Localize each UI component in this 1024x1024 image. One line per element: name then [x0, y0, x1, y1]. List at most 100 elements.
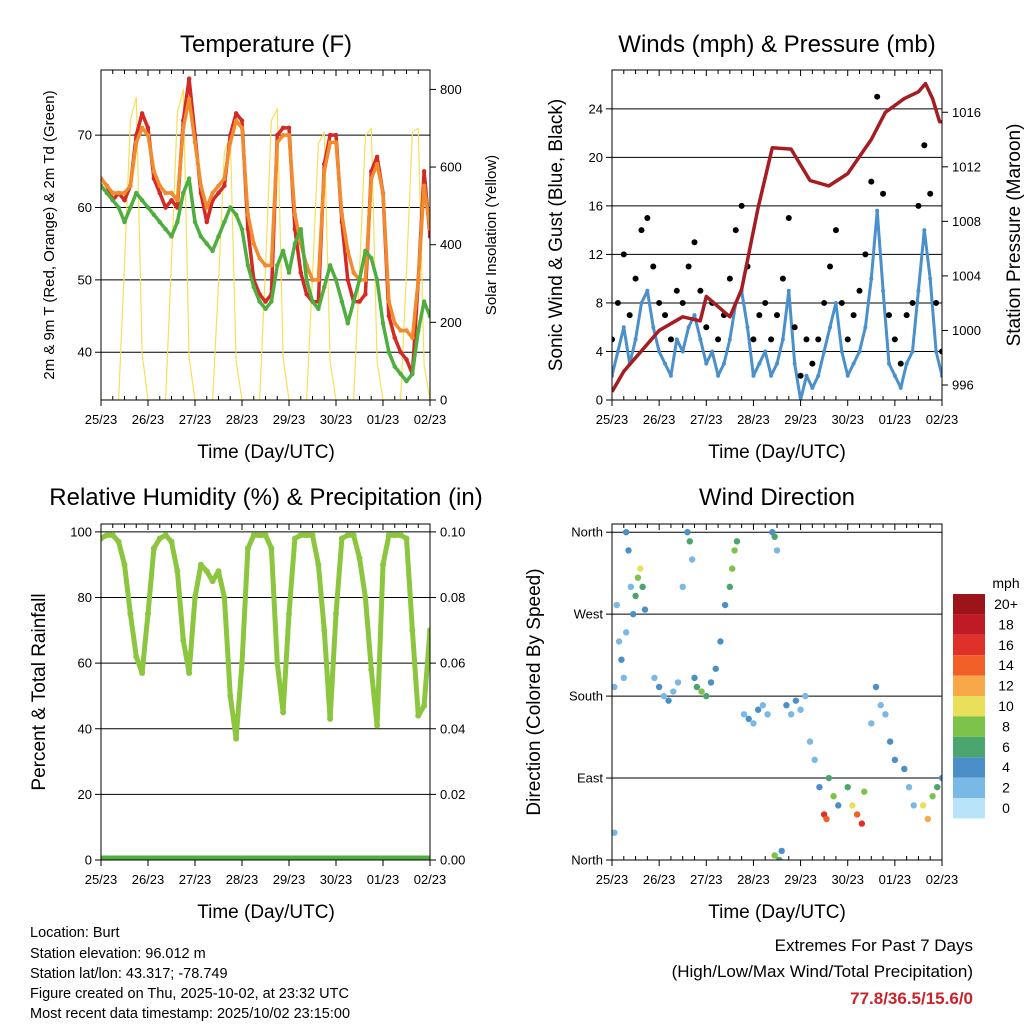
panel-1: 0 4 8 12 16 20 24 996 1000 1004 1008 1012 1016 25/23 2… [589, 69, 981, 427]
9m-t-point [116, 190, 121, 196]
relative-humidity-point [409, 627, 416, 634]
2m-t-point [186, 76, 192, 81]
9m-t-point [374, 161, 380, 167]
relative-humidity-point [315, 561, 322, 568]
wind-direction-point [651, 674, 658, 682]
sonic-wind-point [710, 349, 715, 354]
relative-humidity-point [121, 561, 128, 568]
wind-direction-point [679, 583, 686, 591]
9m-t-point [245, 212, 251, 217]
y-tick-label: 8 [596, 295, 603, 310]
x-tick-label: 27/23 [179, 412, 212, 427]
gust-point [850, 312, 857, 319]
gust-point [803, 336, 810, 343]
2m-td-point [310, 299, 315, 304]
2m-td-point [104, 190, 110, 196]
plot-frame [100, 523, 431, 861]
2m-td-point [122, 219, 127, 225]
2m-td-point [239, 226, 245, 232]
sonic-wind-point [680, 349, 685, 354]
relative-humidity-point [385, 532, 392, 539]
2m-td-point [351, 299, 356, 304]
relative-humidity-point [403, 535, 410, 542]
gust-point [768, 336, 775, 343]
y-tick-label: 70 [78, 128, 92, 143]
2m-td-point [386, 349, 392, 355]
gust-point [939, 348, 942, 355]
wind-direction-point [622, 528, 630, 536]
gust-point [726, 275, 733, 282]
wind-direction-point [811, 756, 818, 764]
relative-humidity-point [303, 532, 310, 539]
2m-t-point [427, 234, 430, 239]
wind-direction-point [844, 783, 851, 791]
wind-direction-point [802, 692, 809, 700]
y-right-tick-label: 1016 [952, 105, 981, 120]
y-right-tick-label: 0.04 [440, 721, 465, 736]
wind-direction-point [625, 547, 632, 554]
x-tick-label: 30/23 [320, 872, 353, 887]
y-right-tick-label: 0.02 [440, 787, 465, 802]
pressure-ylabel: Station Pressure (Maroon) [1004, 124, 1024, 347]
2m-td-point [139, 198, 145, 203]
y-tick-label: 4 [596, 344, 603, 359]
gust-point [874, 93, 881, 100]
wind-direction-point [849, 802, 856, 809]
y-right-tick-label: 200 [440, 315, 462, 330]
sonic-wind-point [651, 325, 656, 330]
winds-title: Winds (mph) & Pressure (mb) [618, 31, 935, 58]
sonic-wind-point [792, 361, 797, 366]
2m-td-point [251, 284, 256, 290]
legend-swatch [953, 798, 985, 819]
relative-humidity-point [115, 538, 122, 545]
relative-humidity-point [162, 532, 169, 539]
sonic-wind-point [780, 337, 785, 342]
x-tick-label: 25/23 [596, 412, 629, 427]
9m-t-point [339, 212, 345, 217]
2m-td-point [157, 219, 162, 225]
2m-t-point [357, 299, 362, 304]
wind-direction-point [693, 683, 701, 691]
2m-td-point [222, 219, 227, 225]
legend-swatch [953, 634, 985, 656]
sonic-wind-point [775, 361, 779, 366]
sonic-wind-point [721, 361, 726, 366]
sonic-wind-point [769, 373, 774, 378]
2m-td-point [280, 248, 286, 254]
wind-direction-point [612, 829, 618, 836]
2m-t-point [386, 313, 392, 319]
2m-td-point [116, 205, 121, 210]
legend-label: 14 [998, 657, 1014, 673]
2m-td-point [163, 226, 168, 232]
wind-direction-point [901, 765, 908, 773]
temperature-ylabel: 2m & 9m T (Red, Orange) & 2m Td (Green) [41, 90, 58, 379]
wind-direction-point [641, 606, 649, 613]
wind-direction-point [620, 674, 627, 682]
y-tick-label: 16 [589, 198, 603, 213]
wind-direction-point [750, 720, 757, 727]
2m-t-point [157, 190, 162, 196]
sonic-wind-point [863, 325, 868, 330]
wind-direction-point [924, 815, 932, 823]
2m-td-point [322, 284, 327, 290]
sonic-wind-point [716, 373, 721, 378]
legend-label: 6 [1002, 739, 1010, 755]
relative-humidity-point [344, 532, 351, 539]
relative-humidity-point [109, 532, 116, 539]
y-right-tick-label: 600 [440, 160, 462, 175]
y-tick-label: 12 [589, 247, 603, 262]
legend-label: 8 [1002, 718, 1010, 734]
x-tick-label: 30/23 [320, 412, 353, 427]
9m-t-point [222, 176, 227, 181]
gust-point [614, 299, 621, 306]
rh-title: Relative Humidity (%) & Precipitation (i… [49, 484, 482, 511]
9m-t-point [139, 125, 145, 131]
2m-t-point [298, 270, 303, 275]
sonic-wind-point [621, 325, 626, 330]
legend-swatch [953, 614, 985, 635]
9m-t-point [204, 205, 209, 210]
sonic-wind-point [898, 385, 903, 390]
relative-humidity-point [321, 627, 328, 634]
